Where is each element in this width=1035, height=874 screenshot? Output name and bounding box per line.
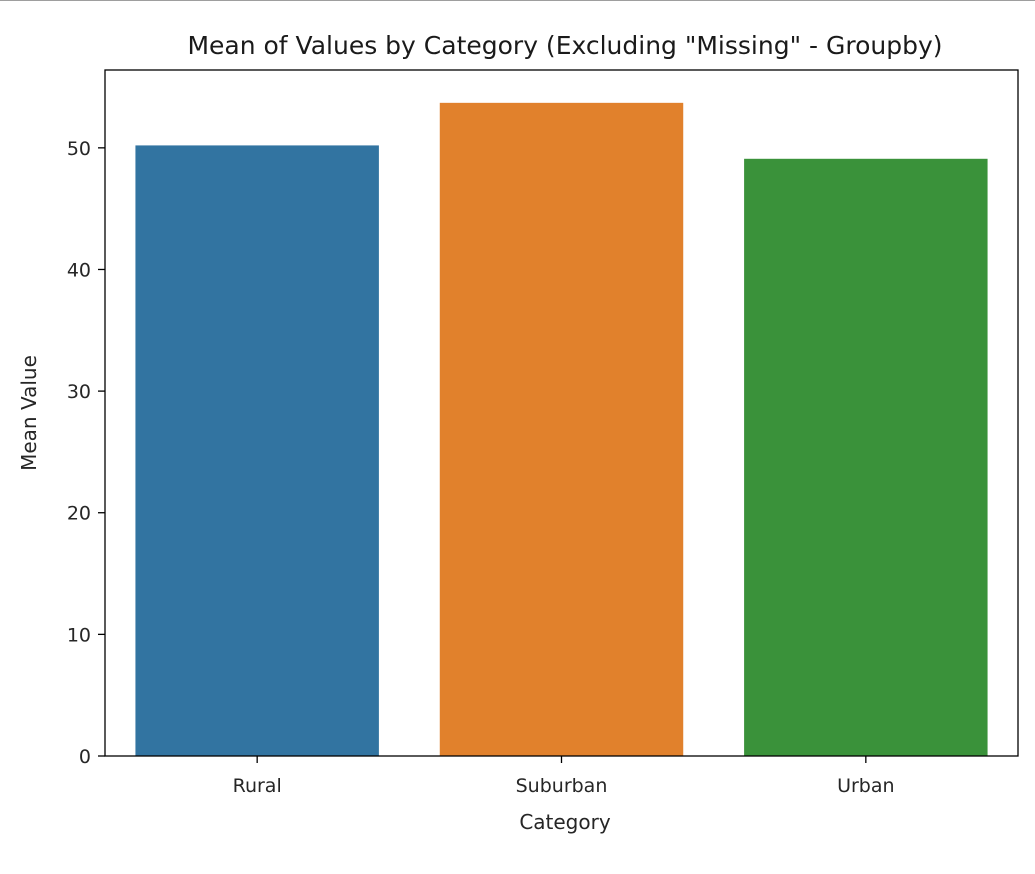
x-axis-label: Category [519,810,611,834]
x-tick-label: Urban [837,775,894,797]
y-tick-label: 40 [67,259,91,281]
y-tick-label: 50 [67,138,91,160]
window-top-border [0,0,1035,1]
bars-layer [135,102,988,757]
bar-suburban [439,102,684,756]
chart-title: Mean of Values by Category (Excluding "M… [187,31,942,60]
x-tick-label: Suburban [516,775,608,797]
bar-urban [744,158,988,757]
y-axis-ticks: 0 10 20 30 40 50 [67,138,105,768]
y-tick-label: 20 [67,503,91,525]
x-tick-label: Rural [233,775,282,797]
y-axis-label: Mean Value [17,355,41,471]
x-axis-ticks: Rural Suburban Urban [233,756,895,797]
y-tick-label: 30 [67,381,91,403]
y-tick-label: 0 [79,746,91,768]
bar-rural [135,145,379,756]
y-tick-label: 10 [67,624,91,646]
